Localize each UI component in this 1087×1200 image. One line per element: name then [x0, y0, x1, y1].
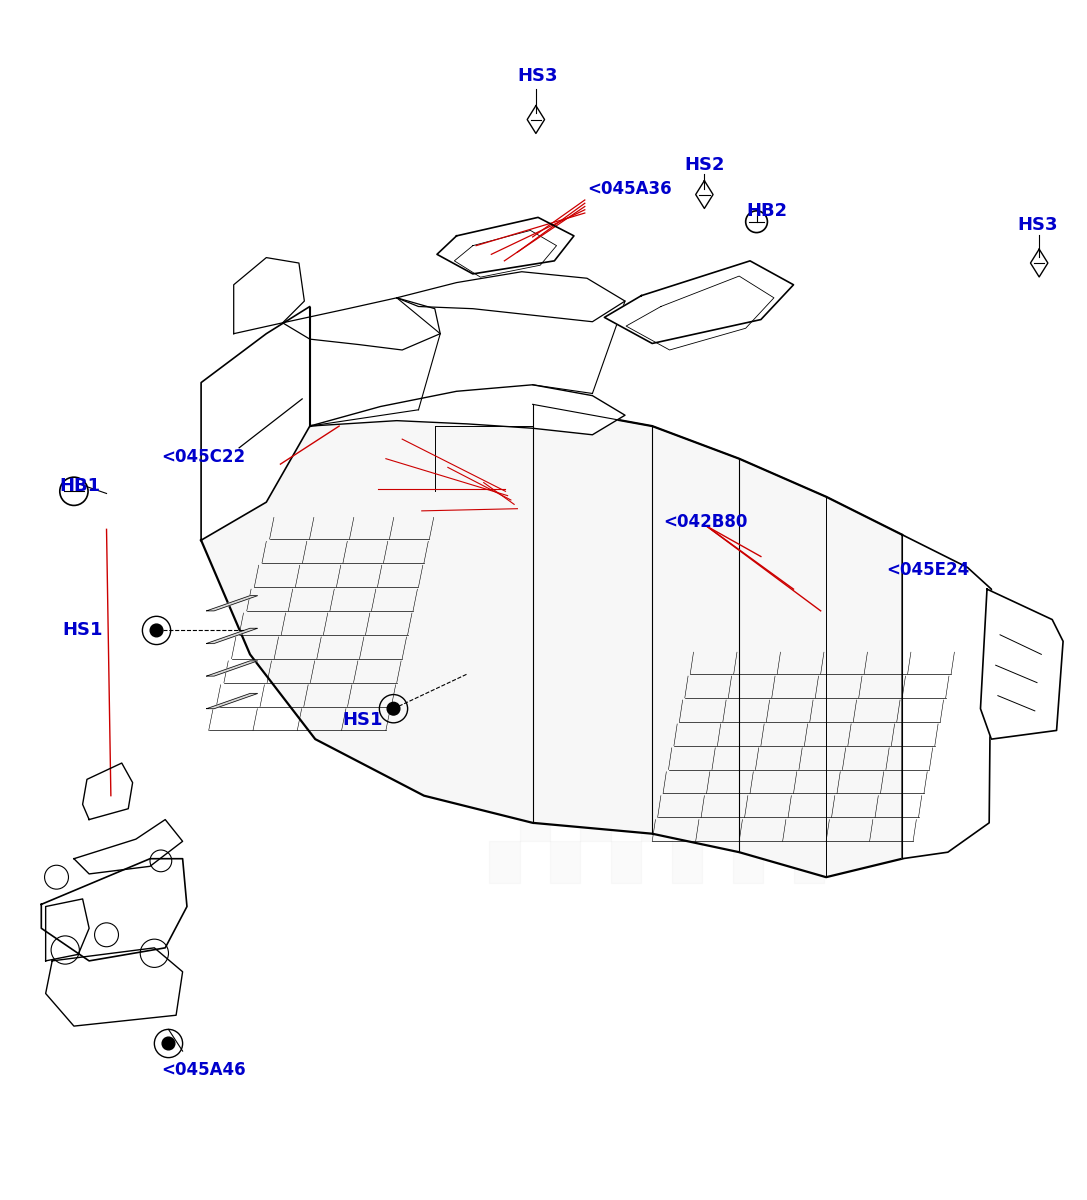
Circle shape	[150, 624, 163, 637]
Bar	[763, 635, 794, 676]
Circle shape	[162, 1037, 175, 1050]
Circle shape	[387, 702, 400, 715]
Bar	[824, 718, 854, 758]
Bar	[550, 594, 580, 635]
Text: <045A36: <045A36	[587, 180, 672, 198]
Polygon shape	[397, 271, 625, 322]
Text: HS3: HS3	[1017, 216, 1059, 234]
Polygon shape	[604, 260, 794, 343]
Text: HS1: HS1	[342, 710, 383, 728]
Bar	[702, 552, 733, 594]
Text: <042B80: <042B80	[663, 512, 748, 530]
Bar	[580, 635, 611, 676]
Bar	[794, 676, 824, 718]
Bar	[580, 552, 611, 594]
Bar	[763, 718, 794, 758]
Bar	[702, 635, 733, 676]
Polygon shape	[46, 899, 89, 961]
Bar	[520, 800, 550, 841]
Text: <045A46: <045A46	[161, 1061, 246, 1079]
Text: OT: OT	[546, 601, 715, 708]
Text: car: car	[352, 654, 474, 720]
Polygon shape	[234, 258, 304, 334]
Bar	[611, 594, 641, 635]
Bar	[520, 635, 550, 676]
Bar	[794, 841, 824, 883]
Text: <045C22: <045C22	[161, 448, 245, 466]
Polygon shape	[74, 820, 183, 874]
Polygon shape	[207, 694, 258, 709]
Polygon shape	[46, 948, 183, 1026]
Polygon shape	[207, 629, 258, 643]
Bar	[580, 800, 611, 841]
Bar	[672, 841, 702, 883]
Text: HB1: HB1	[60, 476, 101, 494]
Bar	[611, 676, 641, 718]
Polygon shape	[201, 404, 951, 877]
Polygon shape	[201, 306, 310, 540]
Polygon shape	[980, 589, 1063, 739]
Bar	[641, 552, 672, 594]
Text: HS1: HS1	[63, 622, 103, 640]
Bar	[733, 758, 763, 800]
Bar	[824, 635, 854, 676]
Bar	[489, 676, 520, 718]
Polygon shape	[207, 661, 258, 676]
Bar	[733, 676, 763, 718]
Bar	[520, 552, 550, 594]
Bar	[763, 800, 794, 841]
Bar	[824, 552, 854, 594]
Polygon shape	[283, 298, 440, 350]
Bar	[641, 800, 672, 841]
Polygon shape	[207, 595, 258, 611]
Bar	[520, 718, 550, 758]
Bar	[641, 635, 672, 676]
Bar	[489, 594, 520, 635]
Polygon shape	[83, 763, 133, 820]
Bar	[580, 718, 611, 758]
Bar	[794, 594, 824, 635]
Bar	[672, 758, 702, 800]
Text: HS3: HS3	[517, 67, 559, 85]
Text: HB2: HB2	[747, 202, 788, 220]
Bar	[794, 758, 824, 800]
Bar	[672, 594, 702, 635]
Bar	[611, 841, 641, 883]
Text: HS2: HS2	[684, 156, 725, 174]
Bar	[550, 676, 580, 718]
Bar	[641, 718, 672, 758]
Bar	[824, 800, 854, 841]
Bar	[733, 594, 763, 635]
Bar	[702, 800, 733, 841]
Bar	[550, 841, 580, 883]
Polygon shape	[437, 217, 574, 274]
Bar	[550, 758, 580, 800]
Text: SC: SC	[289, 540, 472, 660]
Polygon shape	[902, 535, 991, 859]
Bar	[733, 841, 763, 883]
Bar	[611, 758, 641, 800]
Bar	[702, 718, 733, 758]
Bar	[489, 758, 520, 800]
Polygon shape	[41, 859, 187, 961]
Bar	[489, 841, 520, 883]
Text: <045E24: <045E24	[886, 560, 970, 578]
Polygon shape	[310, 385, 625, 434]
Bar	[763, 552, 794, 594]
Bar	[672, 676, 702, 718]
